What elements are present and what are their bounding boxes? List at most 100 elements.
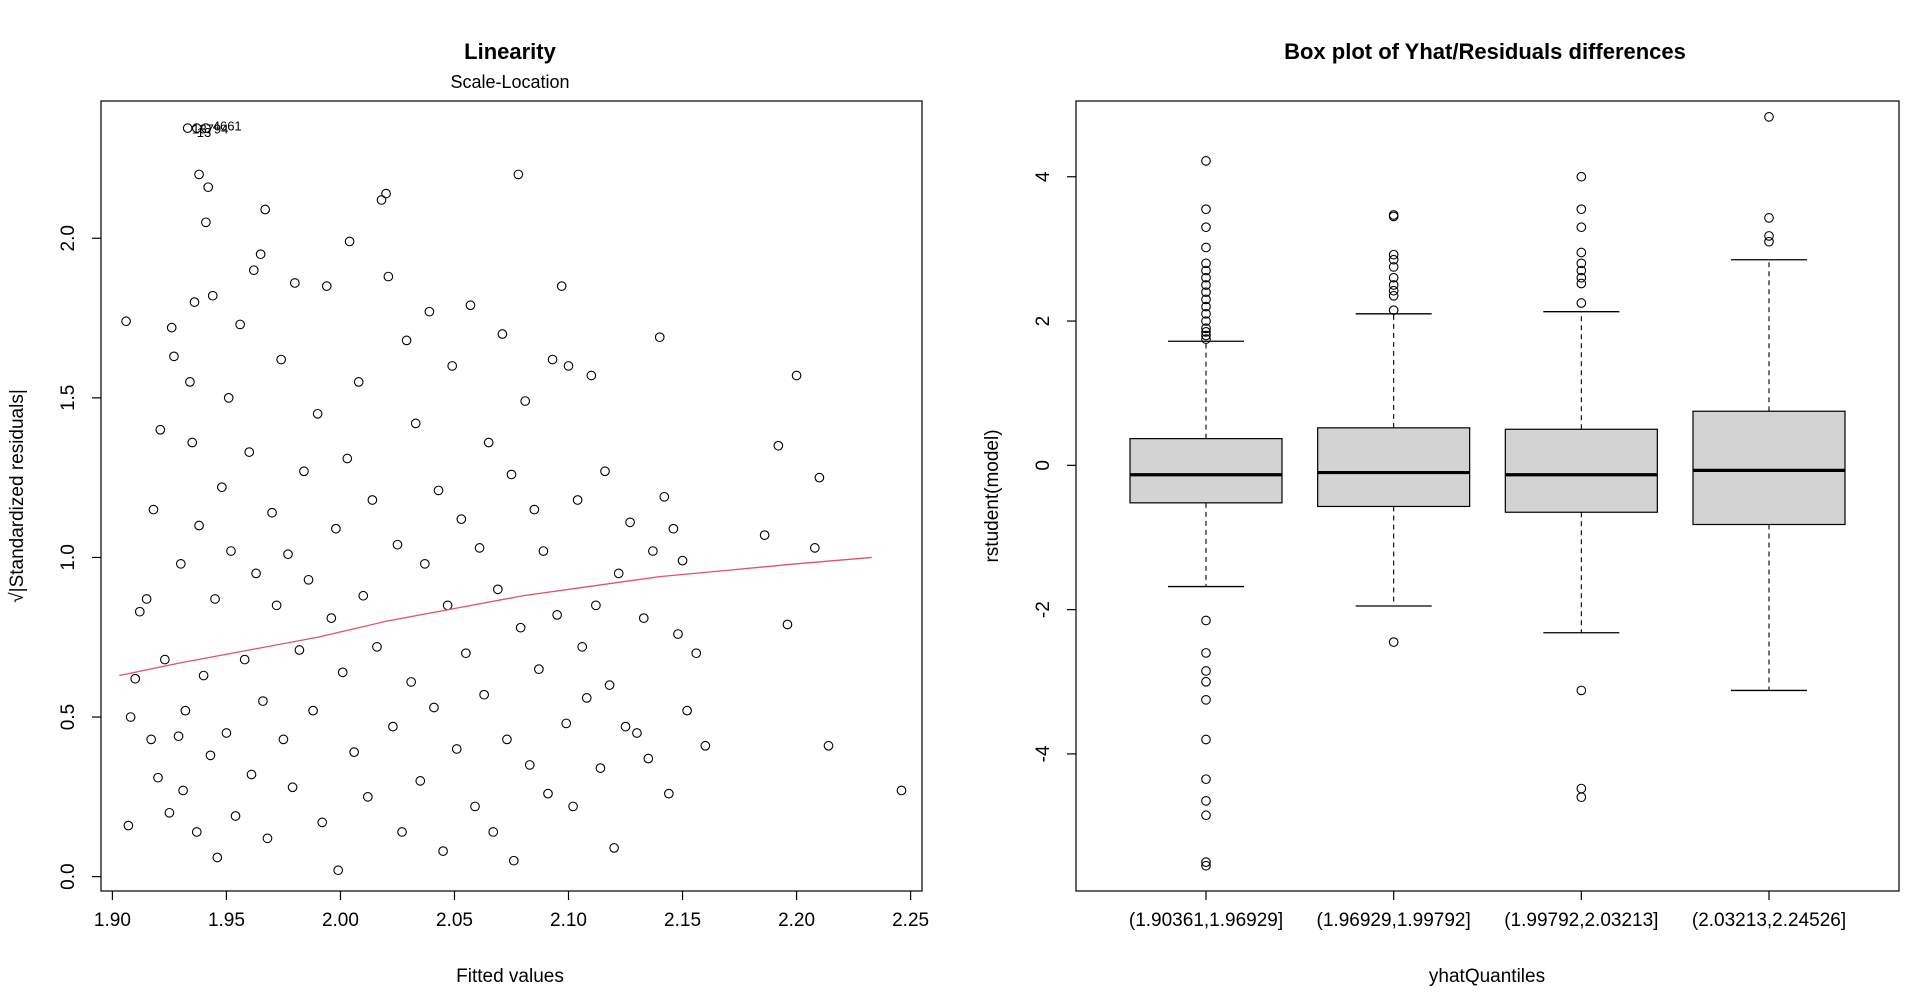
- left-x-tick-label: 2.00: [322, 910, 359, 931]
- scatter-point: [283, 549, 293, 560]
- scatter-point: [388, 721, 398, 732]
- scatter-point: [896, 785, 907, 796]
- category-label: (2.03213,2.24526]: [1692, 910, 1846, 931]
- scatter-point: [654, 332, 665, 343]
- scatter-point: [251, 568, 261, 579]
- scatter-point: [502, 734, 512, 745]
- outlier-point: [1576, 171, 1587, 182]
- outlier-point: [1201, 334, 1211, 344]
- scatter-point: [508, 855, 519, 866]
- outlier-point: [1201, 857, 1211, 867]
- scatter-point: [271, 600, 282, 611]
- box-group: [1504, 171, 1658, 803]
- scatter-point: [568, 801, 578, 812]
- outlier-point: [1201, 301, 1211, 312]
- scatter-point: [561, 718, 572, 729]
- scatter-point: [134, 606, 145, 617]
- scatter-point: [465, 300, 476, 311]
- scatter-point: [278, 734, 289, 745]
- scatter-point: [461, 648, 471, 659]
- scatter-point: [164, 807, 175, 818]
- scatter-point: [677, 555, 688, 566]
- outlier-point: [1388, 249, 1399, 260]
- scatter-point: [258, 696, 268, 706]
- scatter-point: [166, 322, 177, 333]
- scatter-point: [673, 629, 683, 639]
- scatter-point: [201, 217, 211, 228]
- scatter-point: [668, 523, 679, 534]
- scatter-point: [182, 123, 193, 133]
- scatter-point: [609, 843, 619, 853]
- outlier-point: [1576, 247, 1587, 258]
- scatter-point: [333, 865, 344, 876]
- outlier-point: [1201, 666, 1211, 676]
- box-group: [1692, 112, 1846, 692]
- scatter-point: [563, 361, 574, 371]
- outlier-point: [1576, 298, 1587, 308]
- left-x-tick-label: 1.90: [94, 910, 131, 931]
- scatter-point: [572, 495, 583, 505]
- scatter-point: [217, 482, 227, 493]
- scatter-point: [326, 613, 337, 623]
- outlier-point: [1576, 792, 1587, 803]
- scatter-point: [552, 610, 562, 620]
- outlier-point: [1201, 860, 1211, 871]
- scatter-point: [759, 530, 770, 540]
- scatter-point: [604, 680, 615, 690]
- outlier-point: [1201, 774, 1211, 785]
- scatter-point: [372, 641, 382, 652]
- scale-location-panel: Linearity Scale-Location 1.90 1.95 2.00 2.0…: [7, 39, 929, 987]
- left-y-tick-label: 2.0: [58, 225, 79, 251]
- outlier-point: [1388, 290, 1399, 301]
- outlier-point: [1764, 112, 1774, 122]
- scatter-point: [479, 689, 489, 700]
- scatter-point: [353, 377, 364, 387]
- right-x-axis: (1.90361,1.96929] (1.96929,1.99792] (1.997…: [1129, 891, 1846, 931]
- scatter-point: [344, 236, 355, 247]
- outlier-point: [1388, 305, 1399, 316]
- scatter-point: [226, 546, 236, 556]
- scatter-point: [178, 785, 188, 796]
- scatter-point: [543, 788, 553, 799]
- scatter-point: [383, 271, 394, 282]
- scatter-point: [203, 182, 214, 193]
- scatter-point: [451, 744, 462, 754]
- right-y-tick-label: -2: [1033, 601, 1054, 618]
- iqr-box: [1129, 438, 1283, 504]
- outlier-point: [1388, 285, 1399, 296]
- outlier-point: [1201, 308, 1211, 319]
- scatter-point: [358, 590, 369, 601]
- left-y-axis-label: √|Standardized residuals|: [7, 389, 28, 603]
- scatter-point: [474, 543, 485, 553]
- scatter-point: [189, 297, 200, 307]
- outlier-point: [1764, 236, 1774, 247]
- scatter-point: [406, 677, 417, 687]
- outlier-point: [1764, 213, 1774, 223]
- scatter-point: [180, 705, 191, 716]
- outlier-point: [1201, 694, 1211, 705]
- scatter-point: [419, 558, 430, 569]
- left-chart-subtitle: Scale-Location: [450, 72, 569, 92]
- scatter-point: [424, 306, 435, 317]
- point-label: 13794: [192, 122, 228, 137]
- scatter-point: [239, 654, 250, 665]
- scatter-point: [577, 641, 588, 652]
- scatter-point: [410, 418, 421, 429]
- outlier-point: [1201, 323, 1211, 334]
- scatter-point: [773, 440, 784, 451]
- scatter-point: [223, 392, 234, 403]
- scatter-point: [201, 123, 211, 133]
- scatter-point: [185, 377, 195, 387]
- scatter-point: [367, 495, 378, 505]
- outlier-point: [1201, 795, 1211, 806]
- scatter-point: [648, 546, 658, 556]
- scatter-point: [349, 747, 359, 758]
- outlier-point: [1388, 254, 1399, 265]
- scatter-point: [814, 472, 825, 483]
- scatter-point: [401, 335, 412, 346]
- scatter-point: [534, 664, 544, 675]
- outlier-point: [1201, 648, 1211, 658]
- scatter-point: [123, 820, 134, 831]
- outlier-point: [1201, 676, 1211, 687]
